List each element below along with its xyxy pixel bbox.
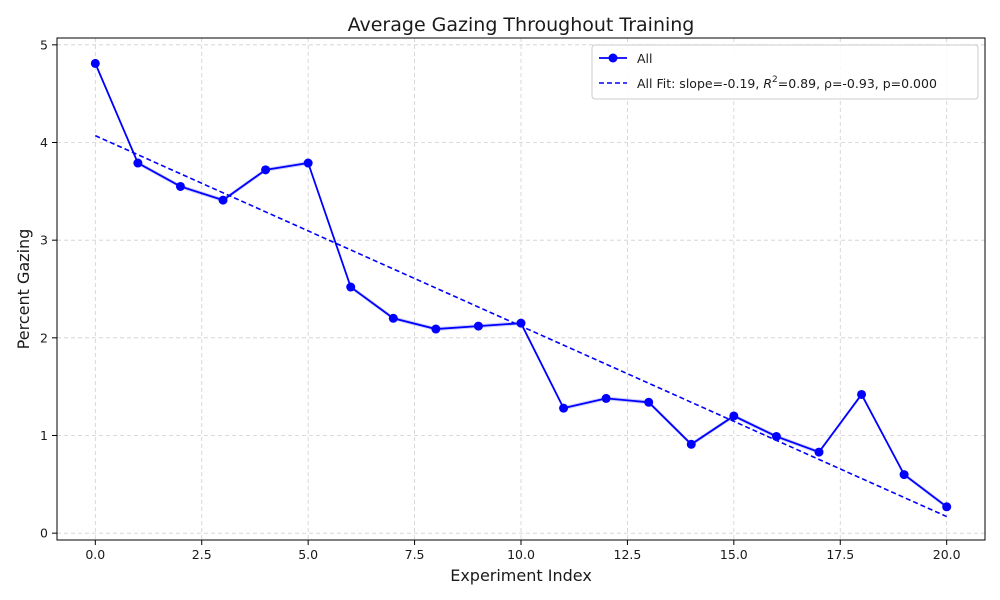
legend-fit-prefix: All Fit: slope=-0.19, xyxy=(637,76,763,91)
data-point xyxy=(90,58,100,68)
data-point xyxy=(601,393,611,403)
data-point xyxy=(942,502,952,512)
data-point xyxy=(814,447,824,457)
legend-fit-r-symbol: R xyxy=(763,76,772,91)
data-point xyxy=(303,158,313,168)
chart-title: Average Gazing Throughout Training xyxy=(348,14,695,36)
legend-fit-r-exponent: 2 xyxy=(772,75,778,85)
grid-lines xyxy=(57,38,985,540)
data-point xyxy=(346,282,356,292)
data-point xyxy=(473,321,483,331)
x-tick-label: 2.5 xyxy=(192,547,212,562)
y-tick-label: 1 xyxy=(40,428,48,443)
series-markers xyxy=(90,58,952,512)
x-tick-label: 17.5 xyxy=(826,547,854,562)
legend-label-all: All xyxy=(637,51,653,66)
x-tick-label: 7.5 xyxy=(405,547,425,562)
y-tick-label: 5 xyxy=(40,37,48,52)
y-tick-label: 4 xyxy=(40,135,48,150)
plot-frame xyxy=(56,37,986,541)
data-point xyxy=(175,181,185,191)
data-point xyxy=(261,165,271,175)
data-point xyxy=(899,470,909,480)
y-axis-ticks: 0 1 2 3 4 5 xyxy=(40,37,57,541)
x-tick-label: 10.0 xyxy=(507,547,535,562)
data-point xyxy=(516,318,526,328)
x-tick-label: 5.0 xyxy=(298,547,318,562)
data-point xyxy=(431,324,441,334)
data-point xyxy=(686,439,696,449)
legend-fit-suffix: =0.89, ρ=-0.93, p=0.000 xyxy=(778,76,937,91)
x-tick-label: 12.5 xyxy=(614,547,642,562)
legend-label-fit: All Fit: slope=-0.19, R2=0.89, ρ=-0.93, … xyxy=(637,75,937,91)
data-point xyxy=(644,397,654,407)
data-point xyxy=(218,195,228,205)
x-tick-label: 15.0 xyxy=(720,547,748,562)
legend-box xyxy=(591,44,979,100)
x-axis-ticks: 0.0 2.5 5.0 7.5 10.0 12.5 15.0 17.5 20.0 xyxy=(85,540,961,562)
x-tick-label: 20.0 xyxy=(933,547,961,562)
data-point xyxy=(559,403,569,413)
data-point xyxy=(729,411,739,421)
y-tick-label: 2 xyxy=(40,330,48,345)
y-tick-label: 0 xyxy=(40,526,48,541)
data-point xyxy=(133,158,143,168)
x-axis-label: Experiment Index xyxy=(450,566,592,585)
legend-marker-all xyxy=(608,53,618,63)
data-point xyxy=(857,389,867,399)
data-point xyxy=(771,431,781,441)
x-tick-label: 0.0 xyxy=(85,547,105,562)
y-tick-label: 3 xyxy=(40,233,48,248)
legend: All All Fit: slope=-0.19, R2=0.89, ρ=-0.… xyxy=(591,44,979,100)
y-axis-label: Percent Gazing xyxy=(14,229,33,350)
data-point xyxy=(388,313,398,323)
